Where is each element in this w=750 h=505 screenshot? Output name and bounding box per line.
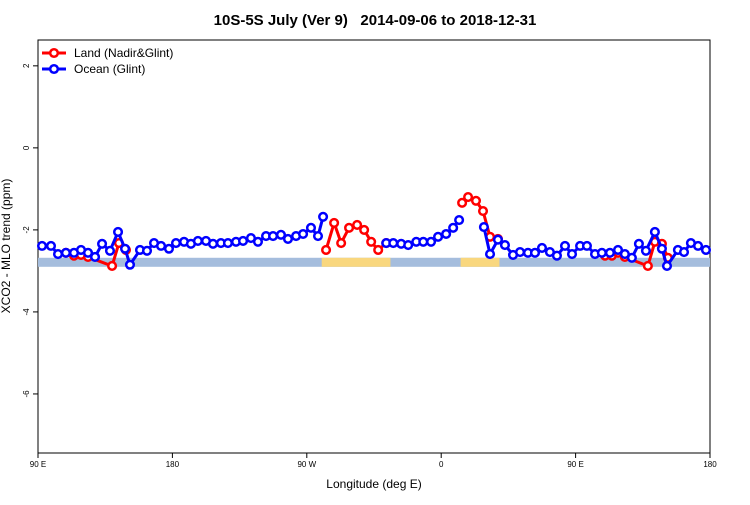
point (45, 240, 57, 251)
point (156, 240, 167, 251)
point (612, 244, 624, 256)
y-tick-label: -4 (22, 308, 31, 316)
point (433, 231, 444, 242)
x-tick-label: 0 (439, 460, 444, 469)
point (470, 195, 482, 206)
legend-marker (48, 63, 60, 75)
point (661, 260, 673, 272)
y-tick-label: -2 (22, 226, 31, 234)
point (388, 237, 399, 249)
point (499, 240, 511, 251)
legend-label: Land (Nadir&Glint) (74, 46, 173, 60)
point (163, 243, 175, 254)
point (566, 249, 578, 260)
point (559, 240, 571, 251)
point (268, 230, 279, 242)
x-tick-label: 90 E (567, 460, 583, 469)
point (441, 228, 452, 240)
point (192, 235, 203, 247)
land-band (460, 257, 500, 267)
point (336, 237, 347, 249)
point (318, 211, 329, 222)
point (581, 240, 592, 251)
point (454, 214, 465, 226)
x-tick-label: 180 (166, 460, 180, 469)
point (252, 236, 264, 247)
point (82, 247, 94, 258)
x-axis-label: Longitude (deg E) (326, 477, 421, 491)
point (207, 238, 219, 249)
point (275, 229, 287, 240)
point (457, 197, 468, 208)
point (237, 235, 249, 247)
point (366, 236, 377, 247)
point (305, 222, 317, 233)
x-tick-label: 180 (703, 460, 717, 469)
land-band (321, 257, 391, 267)
point (352, 219, 363, 231)
point (477, 205, 489, 217)
point (642, 260, 653, 272)
point (107, 260, 118, 272)
point (649, 226, 660, 237)
point (492, 234, 503, 245)
point (551, 250, 562, 261)
point (321, 244, 332, 256)
y-tick-label: 2 (22, 63, 31, 68)
y-tick-label: -6 (22, 390, 31, 398)
point (536, 242, 548, 253)
point (60, 247, 71, 258)
point (89, 251, 101, 263)
point (222, 237, 234, 249)
x-tick-label: 90 E (30, 460, 46, 469)
point (112, 226, 124, 237)
y-axis-label: XCO2 - MLO trend (ppm) (0, 179, 13, 314)
point (514, 246, 526, 258)
chart-title: 10S-5S July (Ver 9) 2014-09-06 to 2018-1… (214, 12, 537, 29)
point (604, 247, 615, 258)
point (97, 238, 108, 249)
point (298, 228, 309, 240)
point (626, 252, 637, 263)
point (529, 247, 541, 258)
point (693, 240, 704, 251)
x-tick-label: 90 W (297, 460, 316, 469)
point (124, 259, 136, 270)
point (425, 236, 437, 247)
point (403, 240, 414, 251)
point (104, 245, 116, 256)
point (448, 222, 459, 233)
point (418, 236, 429, 247)
point (120, 243, 131, 254)
point (373, 244, 384, 256)
point (678, 246, 690, 258)
y-tick-label: 0 (22, 145, 31, 150)
point (359, 224, 370, 235)
point (633, 238, 644, 249)
point (36, 240, 48, 251)
point (282, 233, 294, 244)
point (344, 222, 355, 233)
point (463, 192, 474, 203)
point (484, 249, 496, 260)
point (170, 237, 182, 249)
point (596, 247, 607, 258)
point (329, 217, 340, 228)
legend-marker (48, 47, 60, 59)
point (656, 243, 667, 254)
point (478, 221, 489, 233)
legend-label: Ocean (Glint) (74, 62, 145, 76)
point (640, 245, 651, 256)
point (700, 244, 712, 256)
point (52, 249, 64, 260)
point (141, 245, 153, 256)
point (312, 230, 324, 242)
